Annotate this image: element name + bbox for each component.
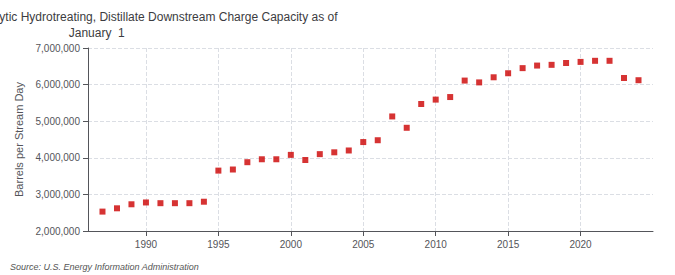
svg-text:Source: U.S. Energy Informatio: Source: U.S. Energy Information Administ… — [10, 262, 199, 272]
svg-text:4,000,000: 4,000,000 — [36, 152, 81, 163]
svg-text:1990: 1990 — [135, 239, 158, 250]
svg-text:2,000,000: 2,000,000 — [36, 226, 81, 237]
svg-text:2015: 2015 — [497, 239, 520, 250]
svg-text:Annual U.S. Refinery Catalytic: Annual U.S. Refinery Catalytic Hydrotrea… — [0, 10, 338, 24]
svg-text:7,000,000: 7,000,000 — [36, 43, 81, 54]
svg-text:2005: 2005 — [352, 239, 375, 250]
svg-text:6,000,000: 6,000,000 — [36, 79, 81, 90]
svg-text:3,000,000: 3,000,000 — [36, 189, 81, 200]
svg-text:2020: 2020 — [569, 239, 592, 250]
svg-text:January 1: January 1 — [69, 26, 125, 40]
svg-text:5,000,000: 5,000,000 — [36, 116, 81, 127]
svg-text:2010: 2010 — [425, 239, 448, 250]
svg-text:1995: 1995 — [207, 239, 230, 250]
svg-text:Barrels per Stream Day: Barrels per Stream Day — [13, 82, 25, 197]
svg-text:2000: 2000 — [280, 239, 303, 250]
